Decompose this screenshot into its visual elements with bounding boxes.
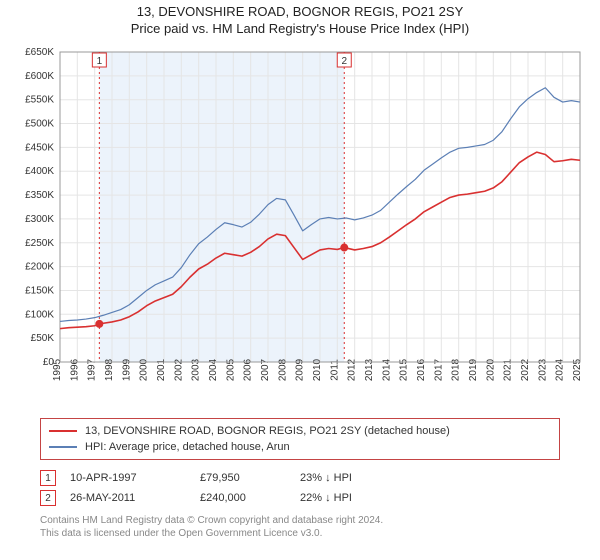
legend-label: 13, DEVONSHIRE ROAD, BOGNOR REGIS, PO21 … <box>85 425 450 437</box>
svg-text:£300K: £300K <box>25 214 54 225</box>
sale-diff: 22% ↓ HPI <box>300 492 420 504</box>
sale-price: £79,950 <box>200 472 300 484</box>
svg-text:£600K: £600K <box>25 71 54 82</box>
sale-diff: 23% ↓ HPI <box>300 472 420 484</box>
svg-text:£150K: £150K <box>25 285 54 296</box>
sale-price: £240,000 <box>200 492 300 504</box>
chart-area: £0£50K£100K£150K£200K£250K£300K£350K£400… <box>10 42 590 412</box>
legend-swatch <box>49 446 77 448</box>
legend-box: 13, DEVONSHIRE ROAD, BOGNOR REGIS, PO21 … <box>40 418 560 460</box>
sale-date: 26-MAY-2011 <box>70 492 200 504</box>
attribution-line-2: This data is licensed under the Open Gov… <box>40 527 560 540</box>
svg-text:£400K: £400K <box>25 166 54 177</box>
svg-text:£500K: £500K <box>25 119 54 130</box>
sale-marker: 1 <box>40 470 56 486</box>
title-line-2: Price paid vs. HM Land Registry's House … <box>0 21 600 36</box>
sale-row: 2 26-MAY-2011£240,00022% ↓ HPI <box>40 488 560 508</box>
svg-text:£450K: £450K <box>25 142 54 153</box>
sale-table: 1 10-APR-1997£79,95023% ↓ HPI 2 26-MAY-2011… <box>40 468 560 508</box>
chart-title-block: 13, DEVONSHIRE ROAD, BOGNOR REGIS, PO21 … <box>0 0 600 36</box>
legend-label: HPI: Average price, detached house, Arun <box>85 441 290 453</box>
attribution-line-1: Contains HM Land Registry data © Crown c… <box>40 514 560 527</box>
legend-row: 13, DEVONSHIRE ROAD, BOGNOR REGIS, PO21 … <box>49 423 551 439</box>
svg-text:£250K: £250K <box>25 238 54 249</box>
title-line-1: 13, DEVONSHIRE ROAD, BOGNOR REGIS, PO21 … <box>0 4 600 19</box>
svg-text:£50K: £50K <box>31 333 55 344</box>
svg-text:£100K: £100K <box>25 309 54 320</box>
legend-row: HPI: Average price, detached house, Arun <box>49 439 551 455</box>
sale-row: 1 10-APR-1997£79,95023% ↓ HPI <box>40 468 560 488</box>
svg-text:£650K: £650K <box>25 47 54 58</box>
svg-text:£350K: £350K <box>25 190 54 201</box>
sale-marker: 2 <box>40 490 56 506</box>
line-chart-svg: £0£50K£100K£150K£200K£250K£300K£350K£400… <box>10 42 590 412</box>
svg-text:1: 1 <box>97 56 103 67</box>
svg-text:£200K: £200K <box>25 262 54 273</box>
legend-swatch <box>49 430 77 432</box>
sale-date: 10-APR-1997 <box>70 472 200 484</box>
svg-text:£550K: £550K <box>25 95 54 106</box>
svg-text:2: 2 <box>341 56 347 67</box>
attribution-block: Contains HM Land Registry data © Crown c… <box>40 514 560 540</box>
